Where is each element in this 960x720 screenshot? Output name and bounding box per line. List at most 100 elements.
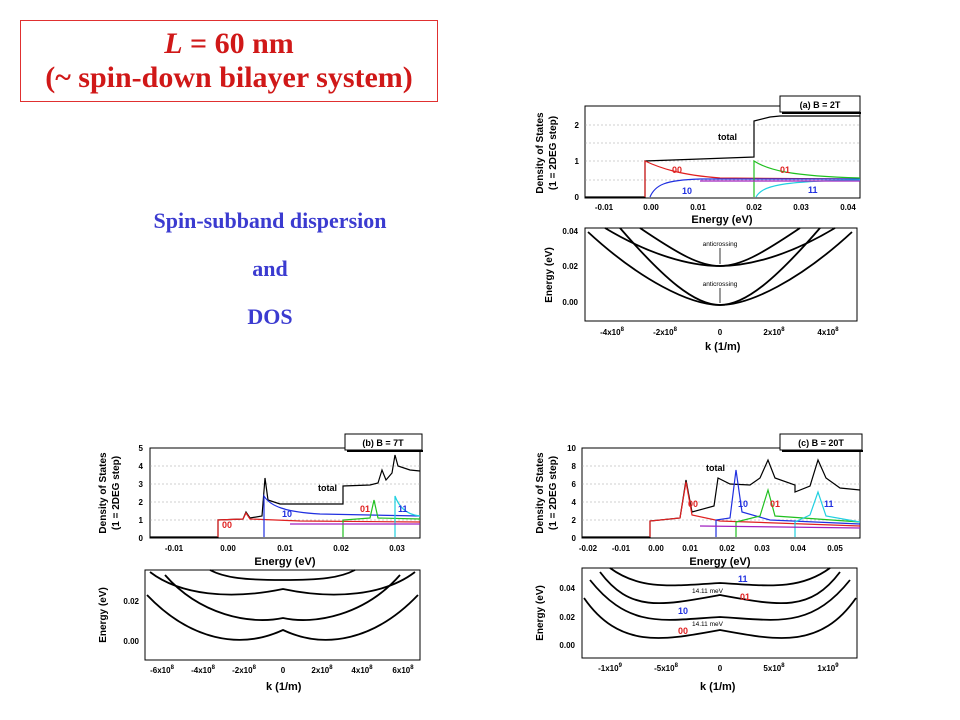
b-disp-curve-3 bbox=[164, 574, 401, 621]
b-total-label: total bbox=[318, 483, 337, 493]
a-10-label: 10 bbox=[682, 186, 692, 196]
a-total-curve bbox=[585, 115, 860, 198]
a-disp-xtick-4: 4x108 bbox=[817, 327, 839, 337]
c-disp-xtick-4: 1x109 bbox=[817, 663, 839, 673]
panel-c-dos-frame bbox=[581, 447, 861, 539]
title-box: L = 60 nm (~ spin-down bilayer system) bbox=[20, 20, 438, 102]
a-dos-ylabel-1: Density of States bbox=[535, 112, 546, 194]
panel-b-disp-frame bbox=[144, 569, 421, 661]
a-disp-xtick-3: 2x108 bbox=[763, 327, 785, 337]
c-total-label: total bbox=[706, 463, 725, 473]
b-disp-xtick-5: 4x108 bbox=[351, 665, 373, 675]
c-disp-xtick-1: -5x108 bbox=[654, 663, 678, 673]
b-10-curve bbox=[263, 493, 421, 537]
b-ytick-1: 1 bbox=[139, 516, 144, 525]
b-disp-curve-2 bbox=[149, 571, 416, 596]
a-01-label: 01 bbox=[780, 165, 790, 175]
c-00-label: 00 bbox=[688, 499, 698, 509]
subtitle-line-3: DOS bbox=[247, 304, 293, 329]
c-ytick-4: 8 bbox=[572, 462, 577, 471]
panel-b-dos-frame bbox=[149, 447, 421, 539]
b-disp-curve-4 bbox=[146, 594, 419, 641]
c-10-label: 10 bbox=[738, 499, 748, 509]
a-disp-ytick-2: 0.04 bbox=[562, 227, 578, 236]
c-disp-01-label: 01 bbox=[740, 592, 750, 602]
a-disp-xtick-0: -4x108 bbox=[600, 327, 624, 337]
b-xtick-3: 0.02 bbox=[333, 544, 349, 553]
a-disp-ytick-1: 0.02 bbox=[562, 262, 578, 271]
c-purple-curve bbox=[699, 525, 861, 529]
b-dos-ylabel-2: (1 = 2DEG step) bbox=[111, 456, 122, 530]
b-disp-ytick-1: 0.02 bbox=[123, 597, 139, 606]
panel-b-dos: 0 1 2 3 4 5 -0.01 0.00 0.01 0.02 0.03 En… bbox=[98, 433, 423, 568]
c-xtick-4: 0.02 bbox=[719, 544, 735, 553]
b-disp-xtick-2: -2x108 bbox=[232, 665, 256, 675]
c-disp-10-label: 10 bbox=[678, 606, 688, 616]
panel-c-dispersion: 0.04 0.02 0.00 -1x109 -5x108 0 5x108 1x1… bbox=[535, 567, 858, 693]
panel-a-dispersion: 0.04 0.02 0.00 -4x108 -2x108 0 2x108 4x1… bbox=[544, 227, 858, 353]
c-01-label: 01 bbox=[770, 499, 780, 509]
b-11-label: 11 bbox=[398, 504, 408, 514]
c-disp-ytick-1: 0.02 bbox=[559, 613, 575, 622]
b-legend: (b) B = 7T bbox=[362, 438, 404, 448]
b-11-curve bbox=[394, 495, 421, 537]
subtitle: Spin-subband dispersion and DOS bbox=[90, 208, 450, 352]
c-disp-curve-1 bbox=[609, 567, 831, 587]
c-disp-xtick-0: -1x109 bbox=[598, 663, 622, 673]
c-disp-xtick-3: 5x108 bbox=[763, 663, 785, 673]
b-disp-curve-1 bbox=[209, 569, 356, 581]
c-xtick-0: -0.02 bbox=[579, 544, 598, 553]
a-disp-xtick-2: 0 bbox=[718, 328, 723, 337]
c-disp-curve-4 bbox=[583, 597, 857, 639]
a-ytick-2: 2 bbox=[575, 121, 580, 130]
a-ytick-0: 0 bbox=[575, 193, 580, 202]
a-dos-xlabel: Energy (eV) bbox=[691, 214, 752, 226]
a-disp-curve-2 bbox=[604, 227, 836, 267]
a-01-curve bbox=[753, 159, 861, 197]
c-10-curve bbox=[715, 469, 861, 537]
b-disp-xlabel: k (1/m) bbox=[266, 681, 302, 693]
a-anticross-2: anticrossing bbox=[703, 281, 738, 288]
a-total-label: total bbox=[718, 132, 737, 142]
panel-c-disp-frame bbox=[581, 567, 858, 659]
c-xtick-7: 0.05 bbox=[827, 544, 843, 553]
b-ytick-3: 3 bbox=[139, 480, 144, 489]
panel-a-dos-frame bbox=[584, 105, 861, 199]
panel-a-disp-frame bbox=[584, 227, 858, 322]
b-xtick-2: 0.01 bbox=[277, 544, 293, 553]
a-00-label: 00 bbox=[672, 165, 682, 175]
title-line-2: (~ spin-down bilayer system) bbox=[45, 61, 413, 94]
a-anticross-1: anticrossing bbox=[703, 241, 738, 248]
c-ytick-2: 4 bbox=[572, 498, 577, 507]
c-gap-2: 14.11 meV bbox=[692, 621, 724, 628]
b-01-label: 01 bbox=[360, 504, 370, 514]
b-01-curve bbox=[342, 499, 421, 537]
c-dos-ylabel-1: Density of States bbox=[535, 452, 546, 534]
a-11-label: 11 bbox=[808, 185, 818, 195]
title-line-1: L = 60 nm bbox=[164, 27, 294, 60]
a-xtick-1: 0.00 bbox=[643, 203, 659, 212]
c-dos-ylabel-2: (1 = 2DEG step) bbox=[548, 456, 559, 530]
a-xtick-4: 0.03 bbox=[793, 203, 809, 212]
a-ytick-1: 1 bbox=[575, 157, 580, 166]
b-disp-xtick-0: -6x108 bbox=[150, 665, 174, 675]
c-ytick-5: 10 bbox=[567, 444, 576, 453]
b-ytick-2: 2 bbox=[139, 498, 144, 507]
c-disp-00-label: 00 bbox=[678, 626, 688, 636]
a-dos-ylabel-2: (1 = 2DEG step) bbox=[548, 116, 559, 190]
c-legend: (c) B = 20T bbox=[798, 438, 844, 448]
c-11-curve bbox=[794, 490, 861, 537]
a-xtick-3: 0.02 bbox=[746, 203, 762, 212]
b-xtick-4: 0.03 bbox=[389, 544, 405, 553]
b-disp-xtick-4: 2x108 bbox=[311, 665, 333, 675]
c-disp-xlabel: k (1/m) bbox=[700, 681, 736, 693]
b-total-curve bbox=[150, 454, 421, 538]
c-disp-ylabel: Energy (eV) bbox=[535, 585, 546, 641]
b-disp-ylabel: Energy (eV) bbox=[98, 587, 109, 643]
c-xtick-5: 0.03 bbox=[754, 544, 770, 553]
a-legend: (a) B = 2T bbox=[800, 100, 841, 110]
panel-c-dos: 0 2 4 6 8 10 -0.02 -0.01 0.00 0.01 0.02 … bbox=[535, 433, 863, 568]
c-01-curve bbox=[735, 487, 861, 537]
c-ytick-1: 2 bbox=[572, 516, 577, 525]
